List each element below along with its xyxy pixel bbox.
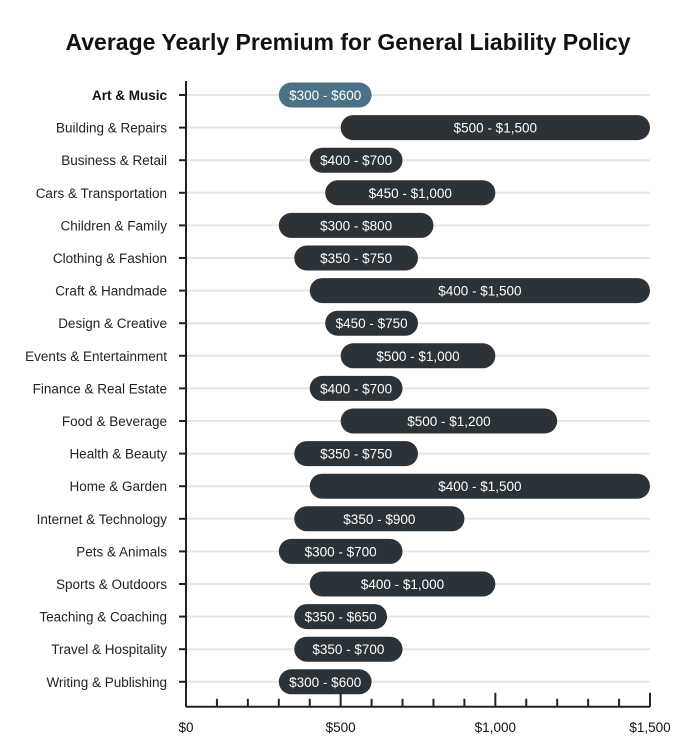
range-bar [340,343,496,369]
category-label: Design & Creative [58,316,167,331]
category-label: Art & Music [92,88,168,103]
bar-data-label: $500 - $1,000 [376,349,459,364]
category-label: Craft & Handmade [55,284,167,299]
range-bar [309,375,403,401]
category-label: Business & Retail [61,153,167,168]
bar-data-label: $450 - $1,000 [369,186,452,201]
category-label: Home & Garden [69,479,167,494]
bar-data-label: $400 - $700 [320,381,392,396]
category-label: Sports & Outdoors [56,577,167,592]
category-label: Building & Repairs [56,121,167,136]
category-label: Pets & Animals [76,544,167,559]
x-tick-label: $1,000 [475,720,516,735]
category-label: Finance & Real Estate [33,381,167,396]
bar-data-label: $400 - $1,000 [361,577,444,592]
range-bar [309,571,496,597]
range-bar [340,115,650,141]
category-label: Clothing & Fashion [53,251,167,266]
bar-data-label: $300 - $800 [320,218,392,233]
range-bar [325,180,496,206]
x-axis: $0 $500 $1,000 $1,500 [178,81,671,735]
range-bar [309,147,403,173]
bar-data-label: $300 - $600 [289,88,361,103]
category-label: Writing & Publishing [46,675,167,690]
bar-data-label: $350 - $900 [343,512,415,527]
category-label: Cars & Transportation [36,186,167,201]
category-label: Events & Entertainment [25,349,167,364]
bar-data-label: $500 - $1,200 [407,414,490,429]
range-bar [278,669,372,695]
bar-data-label: $400 - $1,500 [438,479,521,494]
category-labels: Art & Music Building & Repairs Business & … [25,88,167,690]
range-bar [294,245,418,271]
chart-title: Average Yearly Premium for General Liabi… [65,29,630,55]
range-bar [278,212,434,238]
category-label: Health & Beauty [69,447,167,462]
bar-data-label: $300 - $600 [289,675,361,690]
bar-data-label: $450 - $750 [336,316,408,331]
category-label: Teaching & Coaching [39,610,167,625]
range-bar [278,82,372,108]
bar-data-label: $350 - $700 [312,642,384,657]
category-label: Food & Beverage [62,414,167,429]
bar-data-label: $400 - $1,500 [438,284,521,299]
x-tick-label: $0 [178,720,193,735]
range-bar [294,441,418,467]
bar-data-label: $350 - $750 [320,251,392,266]
x-tick-label: $1,500 [629,720,670,735]
bars: $300 - $600 $500 - $1,500 $400 - $700 $450 … [278,82,650,695]
x-tick-label: $500 [326,720,356,735]
bar-data-label: $300 - $700 [305,544,377,559]
range-bar [309,278,650,304]
range-bar [294,506,465,532]
bar-data-label: $400 - $700 [320,153,392,168]
range-bar [309,473,650,499]
range-bar [278,538,403,564]
category-label: Travel & Hospitality [51,642,167,657]
category-label: Internet & Technology [37,512,168,527]
bar-data-label: $350 - $750 [320,447,392,462]
bar-data-label: $500 - $1,500 [454,121,537,136]
range-bar [294,636,403,662]
range-bar [325,310,418,336]
category-label: Children & Family [60,218,167,233]
bar-data-label: $350 - $650 [305,610,377,625]
range-bar [294,604,388,630]
range-bar [340,408,558,434]
